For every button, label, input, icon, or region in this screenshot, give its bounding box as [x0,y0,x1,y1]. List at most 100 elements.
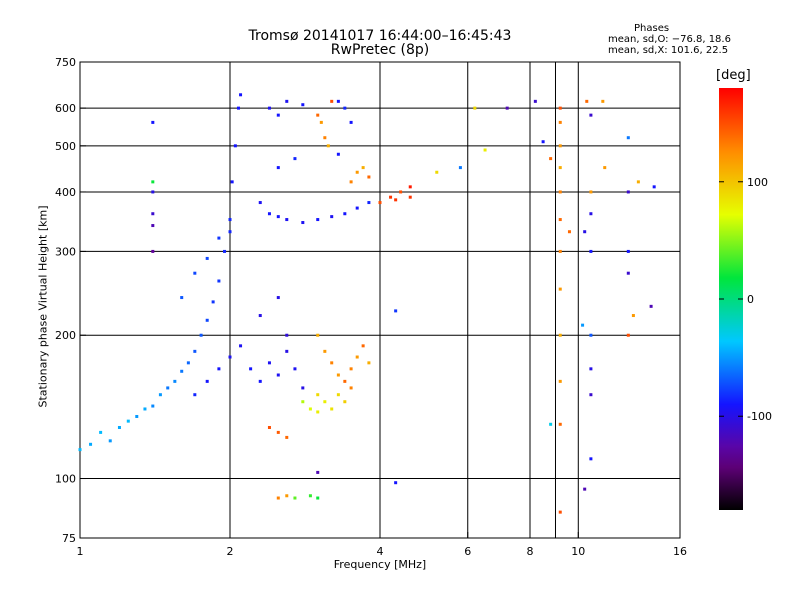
data-point [330,215,334,219]
data-point [558,249,562,253]
data-point [267,106,271,110]
data-point [585,99,589,103]
data-point [558,190,562,194]
data-point [336,99,340,103]
data-point [217,236,221,240]
data-point [223,249,227,253]
data-point [631,314,635,318]
data-point [626,271,630,275]
x-tick-label: 4 [377,545,384,558]
y-tick-label: 400 [55,186,76,199]
x-tick-label: 8 [527,545,534,558]
data-point [285,99,289,103]
data-point [316,218,320,222]
x-tick-label: 1 [77,545,84,558]
data-point [558,287,562,291]
data-point [193,393,197,397]
data-point [389,195,393,199]
data-point [323,400,327,404]
x-tick-label: 2 [227,545,234,558]
data-point [135,414,139,418]
data-point [276,296,280,300]
data-point [483,148,487,152]
data-point [505,106,509,110]
data-point [301,221,305,225]
data-point [583,487,587,491]
data-point [652,185,656,189]
data-point [228,230,232,234]
data-point [343,106,347,110]
data-point [378,201,382,205]
data-point [601,99,605,103]
data-point [308,407,312,411]
data-point [180,369,184,373]
data-point [649,304,653,308]
phase-o-stats: mean, sd,O: −76.8, 18.6 [608,34,731,45]
data-point [233,144,237,148]
data-point [558,166,562,170]
chart-title-line2: RwPretec (8p) [330,42,430,58]
data-point [276,496,280,500]
data-point [589,249,593,253]
data-point [293,157,297,161]
data-point [239,344,243,348]
data-point [567,230,571,234]
data-point [367,361,371,365]
data-point [343,400,347,404]
data-point [228,218,232,222]
data-point [293,367,297,371]
data-point [589,190,593,194]
data-point [217,279,221,283]
x-axis-label: Frequency [MHz] [333,558,427,571]
data-point [473,106,477,110]
data-point [276,166,280,170]
data-point [293,496,297,500]
data-point [258,201,262,205]
data-point [541,140,545,144]
colorbar-tick-label: -100 [747,410,772,423]
data-point [151,190,155,194]
data-point [211,300,215,304]
data-point [230,180,234,184]
data-point [151,224,155,228]
data-point [394,198,398,202]
data-point [558,106,562,110]
data-point [558,144,562,148]
data-point [583,230,587,234]
data-point [180,296,184,300]
data-point [394,309,398,313]
data-point [361,166,365,170]
data-point [589,212,593,216]
y-tick-label: 750 [55,56,76,69]
data-point [549,422,553,426]
data-point [626,333,630,337]
data-point [166,386,170,390]
data-point [199,333,203,337]
data-point [408,185,412,189]
data-point [326,144,330,148]
data-point [336,373,340,377]
data-point [151,120,155,124]
data-point [193,271,197,275]
data-point [367,201,371,205]
data-point [276,373,280,377]
data-point [558,510,562,514]
data-point [301,103,305,107]
data-point [151,404,155,408]
data-point [581,323,585,327]
data-point [173,379,177,383]
data-point [558,422,562,426]
data-point [323,349,327,353]
data-point [558,218,562,222]
data-point [258,314,262,318]
phase-header: Phases [634,23,670,34]
data-point [99,430,103,434]
data-point [308,494,312,498]
data-point [626,249,630,253]
data-point [117,425,121,429]
data-point [394,481,398,485]
data-point [319,120,323,124]
data-point [316,393,320,397]
data-point [355,206,359,210]
